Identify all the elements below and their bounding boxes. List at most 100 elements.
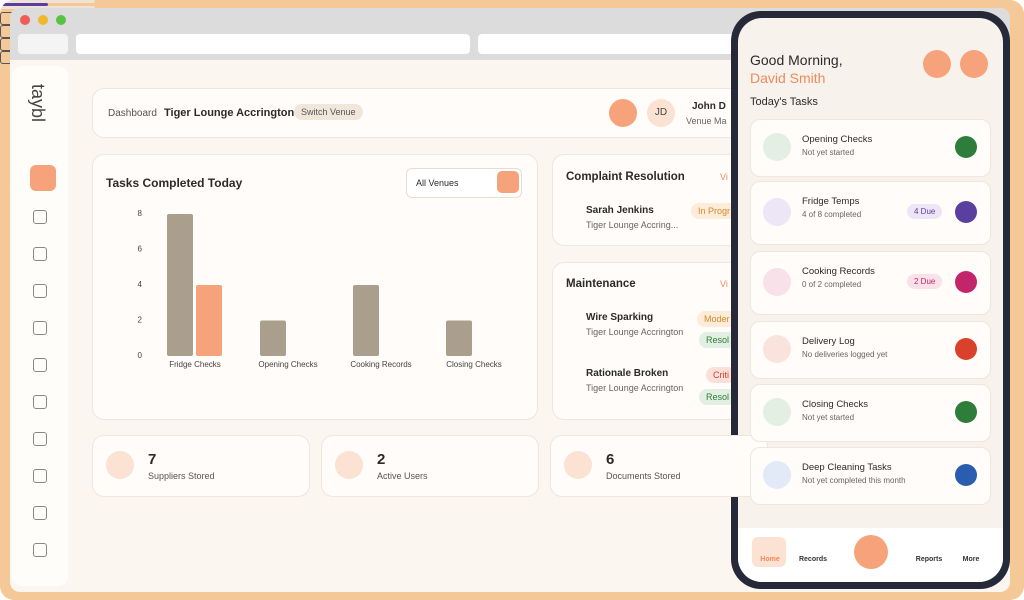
- minimize-button[interactable]: [38, 15, 48, 25]
- status-badge: Resol: [699, 332, 737, 348]
- task-title: Closing Checks: [802, 399, 868, 410]
- task-status: Not yet started: [802, 413, 855, 422]
- issue-name: Wire Sparking: [586, 312, 654, 323]
- y-tick-label: 6: [138, 245, 143, 254]
- user-name: John D: [692, 101, 726, 112]
- bar: [446, 320, 472, 356]
- task-status: Not yet completed this month: [802, 476, 906, 485]
- progress-track: [0, 0, 95, 3]
- breadcrumb[interactable]: Dashboard: [108, 108, 157, 119]
- task-title: Delivery Log: [802, 336, 855, 347]
- stat-icon: [564, 451, 592, 479]
- bar: [167, 214, 193, 356]
- open-task[interactable]: [955, 338, 977, 360]
- severity-badge: Moder: [697, 311, 737, 327]
- task-icon: [763, 133, 791, 161]
- x-tick-label: Opening Checks: [258, 360, 317, 369]
- task-title: Deep Cleaning Tasks: [802, 462, 892, 473]
- issue-venue: Tiger Lounge Accrington: [586, 327, 684, 337]
- dropdown-value: All Venues: [416, 178, 459, 188]
- x-tick-label: Cooking Records: [350, 360, 411, 369]
- close-button[interactable]: [20, 15, 30, 25]
- x-tick-label: Closing Checks: [446, 360, 502, 369]
- task-title: Fridge Temps: [802, 196, 860, 207]
- bar: [196, 285, 222, 356]
- nav-icon[interactable]: [33, 506, 47, 520]
- complaint-venue: Tiger Lounge Accring...: [586, 220, 679, 230]
- task-icon: [763, 335, 791, 363]
- chart-title: Tasks Completed Today: [106, 176, 243, 190]
- profile-button[interactable]: [960, 50, 988, 78]
- card-title: Complaint Resolution: [566, 171, 685, 183]
- dropdown-toggle[interactable]: [497, 171, 519, 193]
- task-icon: [763, 461, 791, 489]
- nav-label[interactable]: Records: [798, 556, 827, 563]
- notification-button[interactable]: [923, 50, 951, 78]
- status-badge: Resol: [699, 389, 737, 405]
- view-link[interactable]: Vi: [720, 279, 728, 289]
- switch-venue[interactable]: Switch Venue: [294, 104, 363, 120]
- search-bar[interactable]: [478, 34, 778, 54]
- avatar[interactable]: JD: [647, 99, 675, 127]
- stat-icon: [335, 451, 363, 479]
- issue-venue: Tiger Lounge Accrington: [586, 383, 684, 393]
- tab-bar[interactable]: [76, 34, 470, 54]
- due-badge: 4 Due: [907, 204, 943, 219]
- add-button[interactable]: [854, 535, 888, 569]
- open-task[interactable]: [955, 201, 977, 223]
- user-name: David Smith: [750, 70, 826, 86]
- severity-badge: Criti: [706, 367, 736, 383]
- task-status: 0 of 2 completed: [802, 280, 862, 289]
- card-title: Maintenance: [566, 278, 636, 290]
- task-status: No deliveries logged yet: [802, 350, 888, 359]
- nav-icon[interactable]: [33, 543, 47, 557]
- nav-icon[interactable]: [33, 432, 47, 446]
- nav-icon[interactable]: [33, 358, 47, 372]
- y-tick-label: 2: [138, 316, 143, 325]
- stat-label: Documents Stored: [606, 471, 681, 481]
- nav-icon[interactable]: [33, 321, 47, 335]
- open-task[interactable]: [955, 401, 977, 423]
- task-title: Cooking Records: [802, 266, 875, 277]
- nav-buttons[interactable]: [18, 34, 68, 54]
- progress-track: [0, 6, 95, 9]
- header-bar: [92, 88, 754, 138]
- complaint-name: Sarah Jenkins: [586, 205, 654, 216]
- venue-name: Tiger Lounge Accrington: [164, 107, 295, 119]
- nav-label[interactable]: Reports: [915, 556, 943, 563]
- sidebar: [12, 66, 68, 586]
- notification-button[interactable]: [609, 99, 637, 127]
- open-task[interactable]: [955, 271, 977, 293]
- nav-icon[interactable]: [33, 247, 47, 261]
- x-tick-label: Fridge Checks: [169, 360, 221, 369]
- nav-label[interactable]: More: [962, 556, 980, 563]
- bar: [260, 320, 286, 356]
- task-title: Opening Checks: [802, 134, 873, 145]
- view-link[interactable]: Vi: [720, 172, 728, 182]
- maximize-button[interactable]: [56, 15, 66, 25]
- stat-label: Suppliers Stored: [148, 471, 215, 481]
- greeting: Good Morning,: [750, 52, 843, 68]
- bar: [353, 285, 379, 356]
- task-card[interactable]: [750, 321, 991, 379]
- stat-value: 7: [148, 451, 157, 468]
- complaints-card: [552, 154, 754, 246]
- section-title: Today's Tasks: [750, 96, 818, 108]
- open-task[interactable]: [955, 464, 977, 486]
- stat-value: 2: [377, 451, 386, 468]
- nav-dashboard[interactable]: [30, 165, 56, 191]
- nav-icon[interactable]: [33, 210, 47, 224]
- due-badge: 2 Due: [907, 274, 943, 289]
- issue-name: Rationale Broken: [586, 368, 669, 379]
- user-role: Venue Ma: [686, 116, 727, 126]
- open-task[interactable]: [955, 136, 977, 158]
- task-icon: [763, 398, 791, 426]
- y-tick-label: 0: [138, 351, 143, 360]
- status-badge: In Progr: [691, 203, 738, 219]
- nav-icon[interactable]: [33, 284, 47, 298]
- nav-icon[interactable]: [33, 469, 47, 483]
- nav-icon[interactable]: [33, 395, 47, 409]
- home-highlight: [752, 537, 786, 567]
- nav-label[interactable]: Home: [760, 556, 780, 563]
